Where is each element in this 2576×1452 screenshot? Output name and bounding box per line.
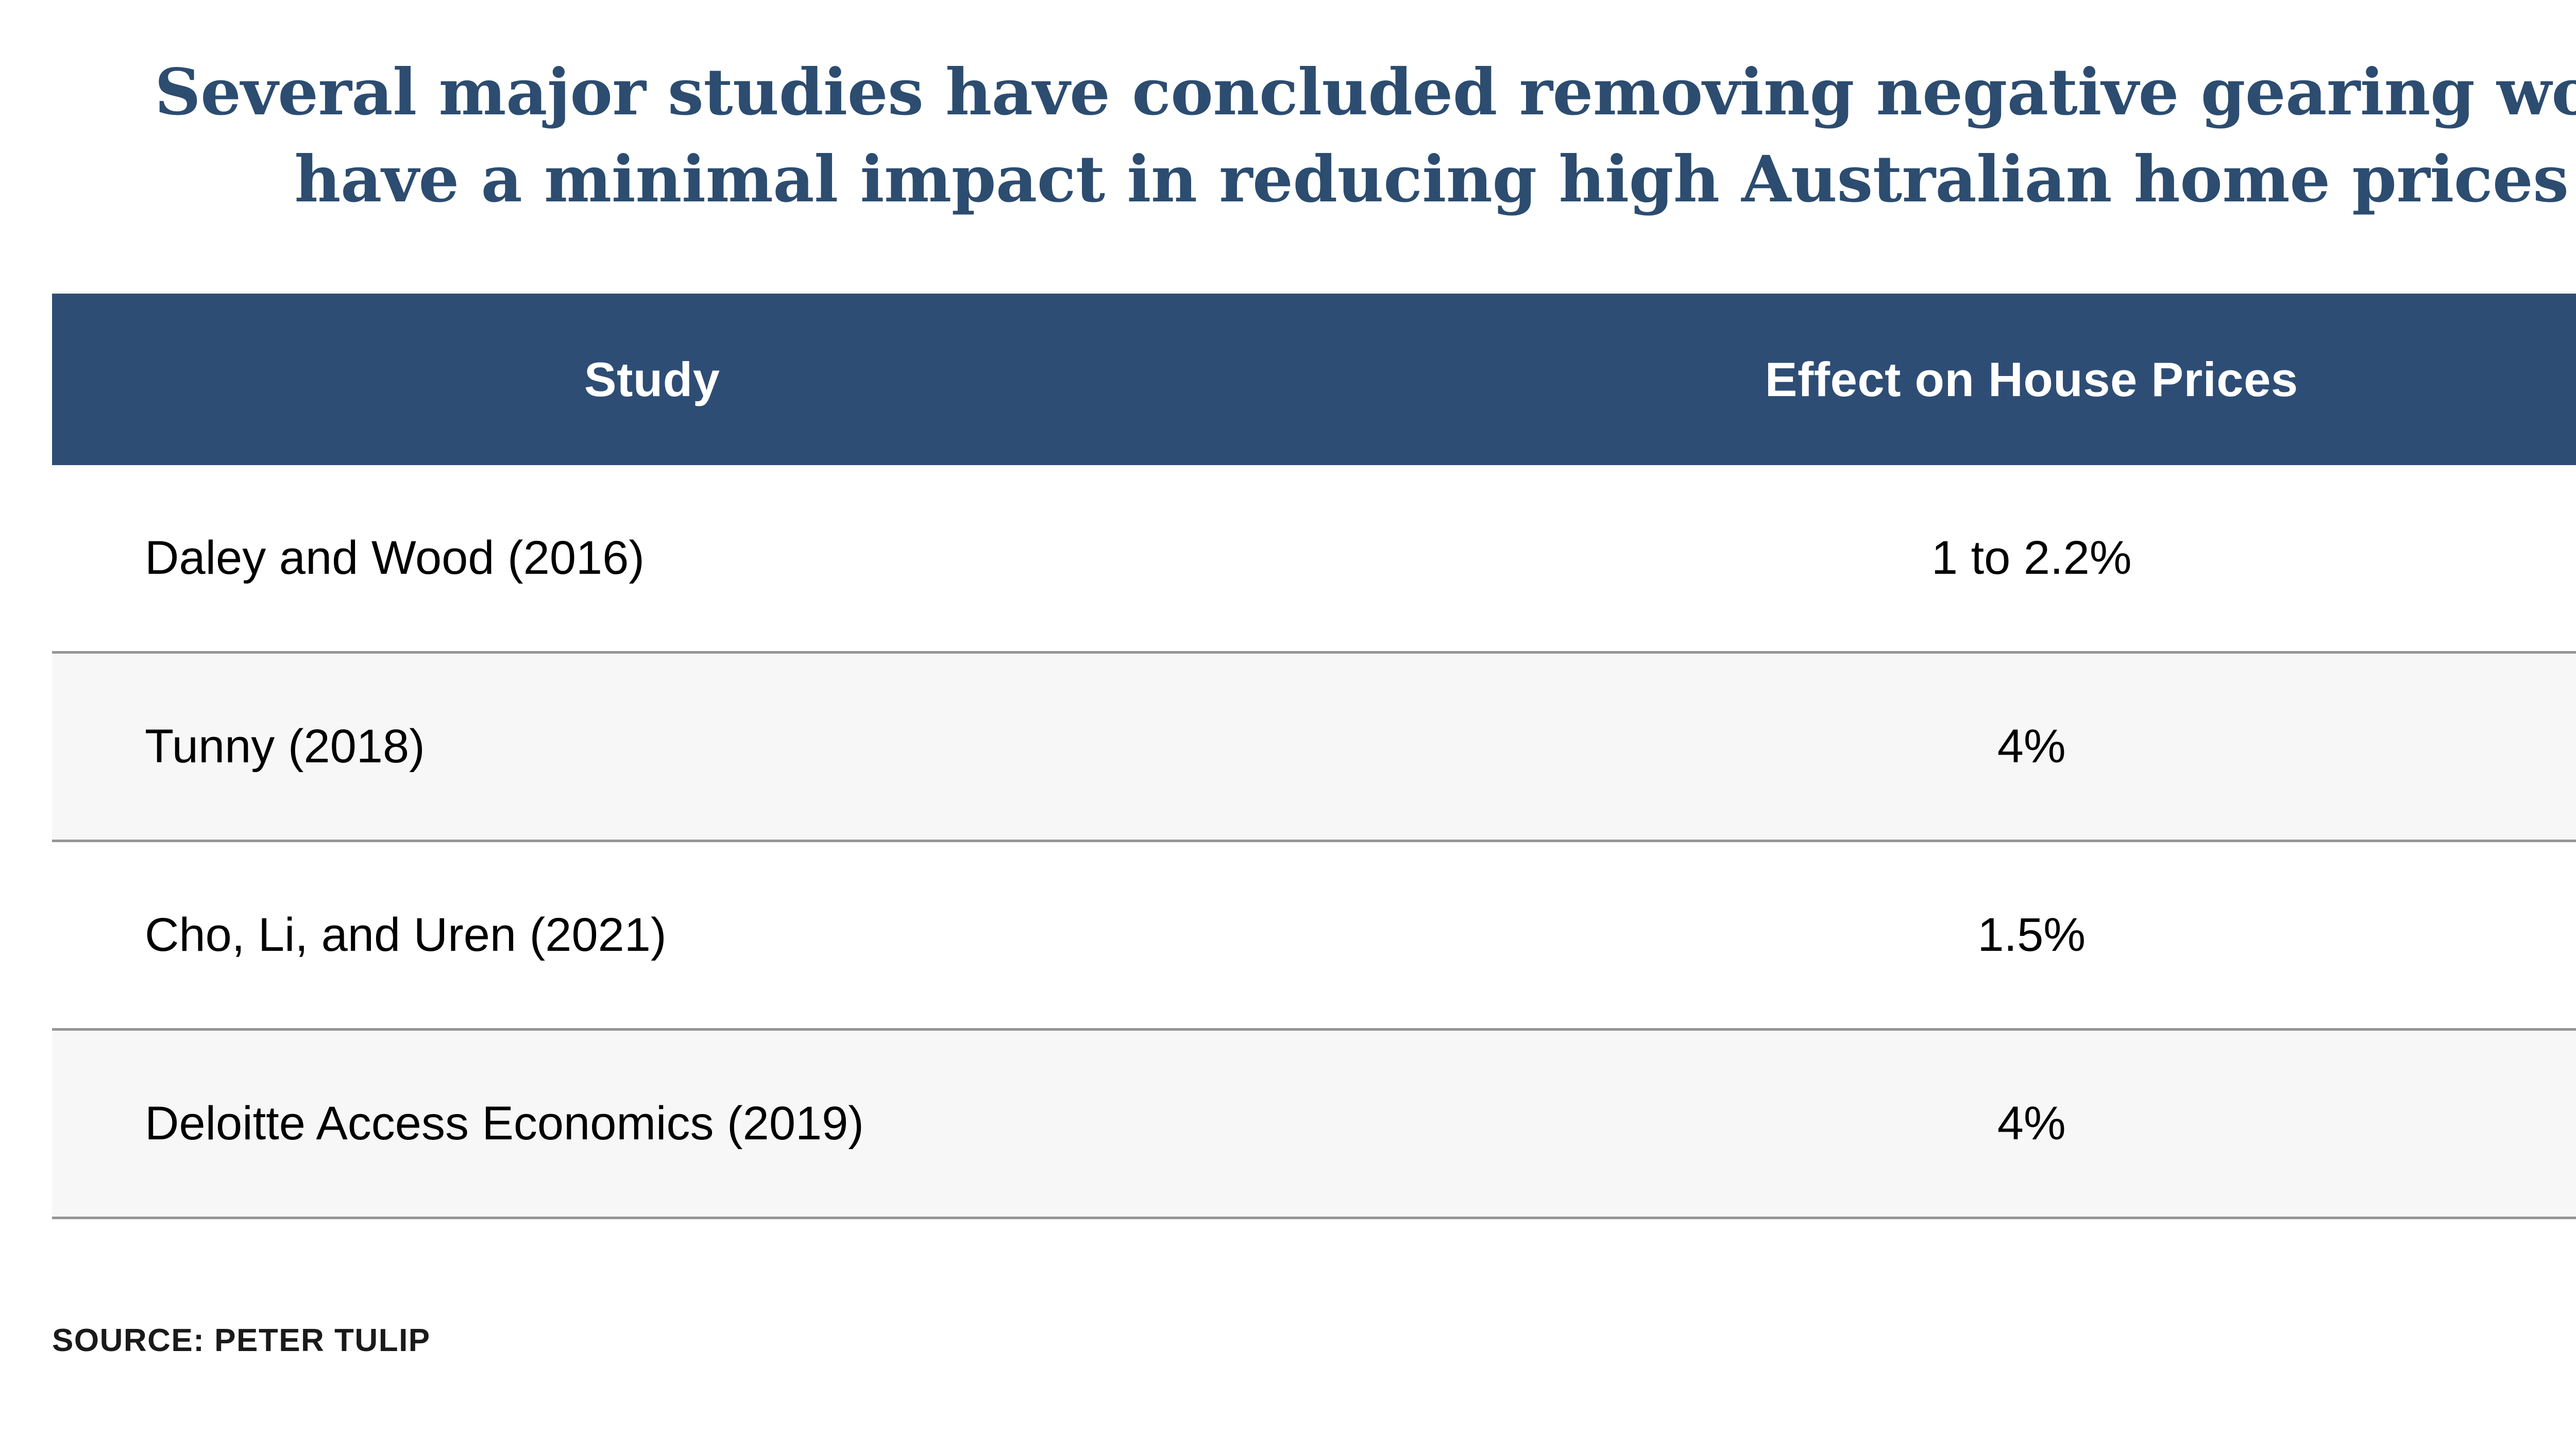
cell-study: Cho, Li, and Uren (2021): [145, 909, 667, 961]
page-title-line-1: Several major studies have concluded rem…: [155, 55, 2576, 130]
cell-effect: 1 to 2.2%: [1931, 532, 2132, 584]
table-row: Tunny (2018) 4%: [52, 654, 2576, 842]
source-note: SOURCE: PETER TULIP: [52, 1323, 431, 1358]
column-header-study: Study: [584, 352, 720, 406]
studies-table: Study Effect on House Prices Daley and W…: [52, 294, 2576, 1219]
cell-study: Daley and Wood (2016): [145, 532, 645, 584]
page-title-line-2: have a minimal impact in reducing high A…: [294, 142, 2569, 217]
cell-effect: 4%: [1997, 1097, 2066, 1150]
cell-effect: 1.5%: [1977, 909, 2086, 961]
table-row: Cho, Li, and Uren (2021) 1.5%: [52, 842, 2576, 1031]
page-title: Several major studies have concluded rem…: [52, 49, 2576, 223]
table-row: Daley and Wood (2016) 1 to 2.2%: [52, 465, 2576, 654]
table-row: Deloitte Access Economics (2019) 4%: [52, 1031, 2576, 1219]
column-header-effect-on-house-prices: Effect on House Prices: [1765, 352, 2298, 406]
cell-study: Deloitte Access Economics (2019): [145, 1097, 864, 1150]
cell-study: Tunny (2018): [145, 720, 425, 773]
cell-effect: 4%: [1997, 720, 2066, 773]
table-header-row: Study Effect on House Prices: [52, 294, 2576, 465]
